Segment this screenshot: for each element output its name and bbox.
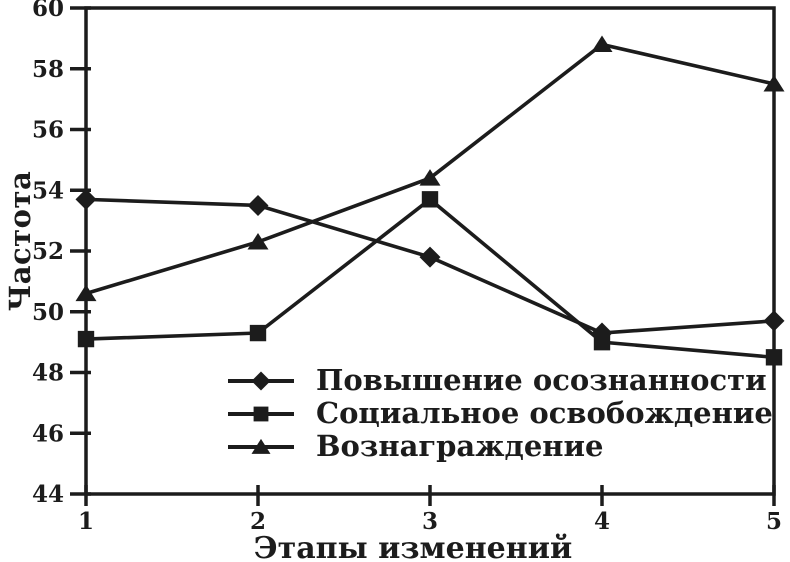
legend-item: Социальное освобождение xyxy=(228,397,773,430)
legend-label: Повышение осознанности xyxy=(316,363,767,397)
x-tick-label: 2 xyxy=(250,508,266,535)
x-tick-label: 3 xyxy=(422,508,438,535)
square-marker xyxy=(253,406,269,421)
y-axis-title: Частота xyxy=(3,170,37,312)
series-line-square xyxy=(85,197,775,360)
y-tick-label: 48 xyxy=(32,360,64,387)
triangle-marker xyxy=(247,232,269,250)
legend-item: Вознаграждение xyxy=(228,430,773,463)
y-tick-label: 44 xyxy=(32,481,64,508)
square-marker xyxy=(77,330,95,348)
triangle-marker xyxy=(591,35,613,53)
x-tick-label: 5 xyxy=(766,508,782,535)
y-tick-label: 54 xyxy=(32,177,64,204)
y-tick-label: 50 xyxy=(32,299,64,326)
y-tick-label: 56 xyxy=(32,117,64,144)
diamond-marker xyxy=(419,246,441,268)
legend-label: Социальное освобождение xyxy=(316,396,773,430)
legend-item: Повышение осознанности xyxy=(228,364,773,397)
x-tick-label: 1 xyxy=(78,508,94,535)
triangle-marker xyxy=(251,438,271,454)
legend-key-triangle xyxy=(228,438,294,454)
legend: Повышение осознанности Социальное освобож… xyxy=(228,364,773,463)
diamond-marker xyxy=(247,194,269,216)
triangle-marker xyxy=(75,284,97,302)
y-tick-label: 46 xyxy=(32,420,64,447)
y-tick-label: 58 xyxy=(32,56,64,83)
x-tick-label: 4 xyxy=(594,508,610,535)
legend-key-diamond xyxy=(228,371,294,390)
y-tick-label: 52 xyxy=(32,238,64,265)
square-marker xyxy=(249,324,267,342)
square-marker xyxy=(765,349,783,366)
square-marker xyxy=(593,333,611,351)
triangle-marker xyxy=(419,169,441,186)
diamond-marker xyxy=(75,188,97,210)
square-marker xyxy=(421,191,439,208)
diamond-marker xyxy=(251,371,271,390)
y-tick-label: 60 xyxy=(32,0,64,22)
x-axis-title: Этапы изменений xyxy=(253,531,573,562)
legend-label: Вознаграждение xyxy=(316,429,604,463)
triangle-marker xyxy=(763,75,785,92)
legend-key-square xyxy=(228,406,294,421)
diamond-marker xyxy=(763,310,785,332)
